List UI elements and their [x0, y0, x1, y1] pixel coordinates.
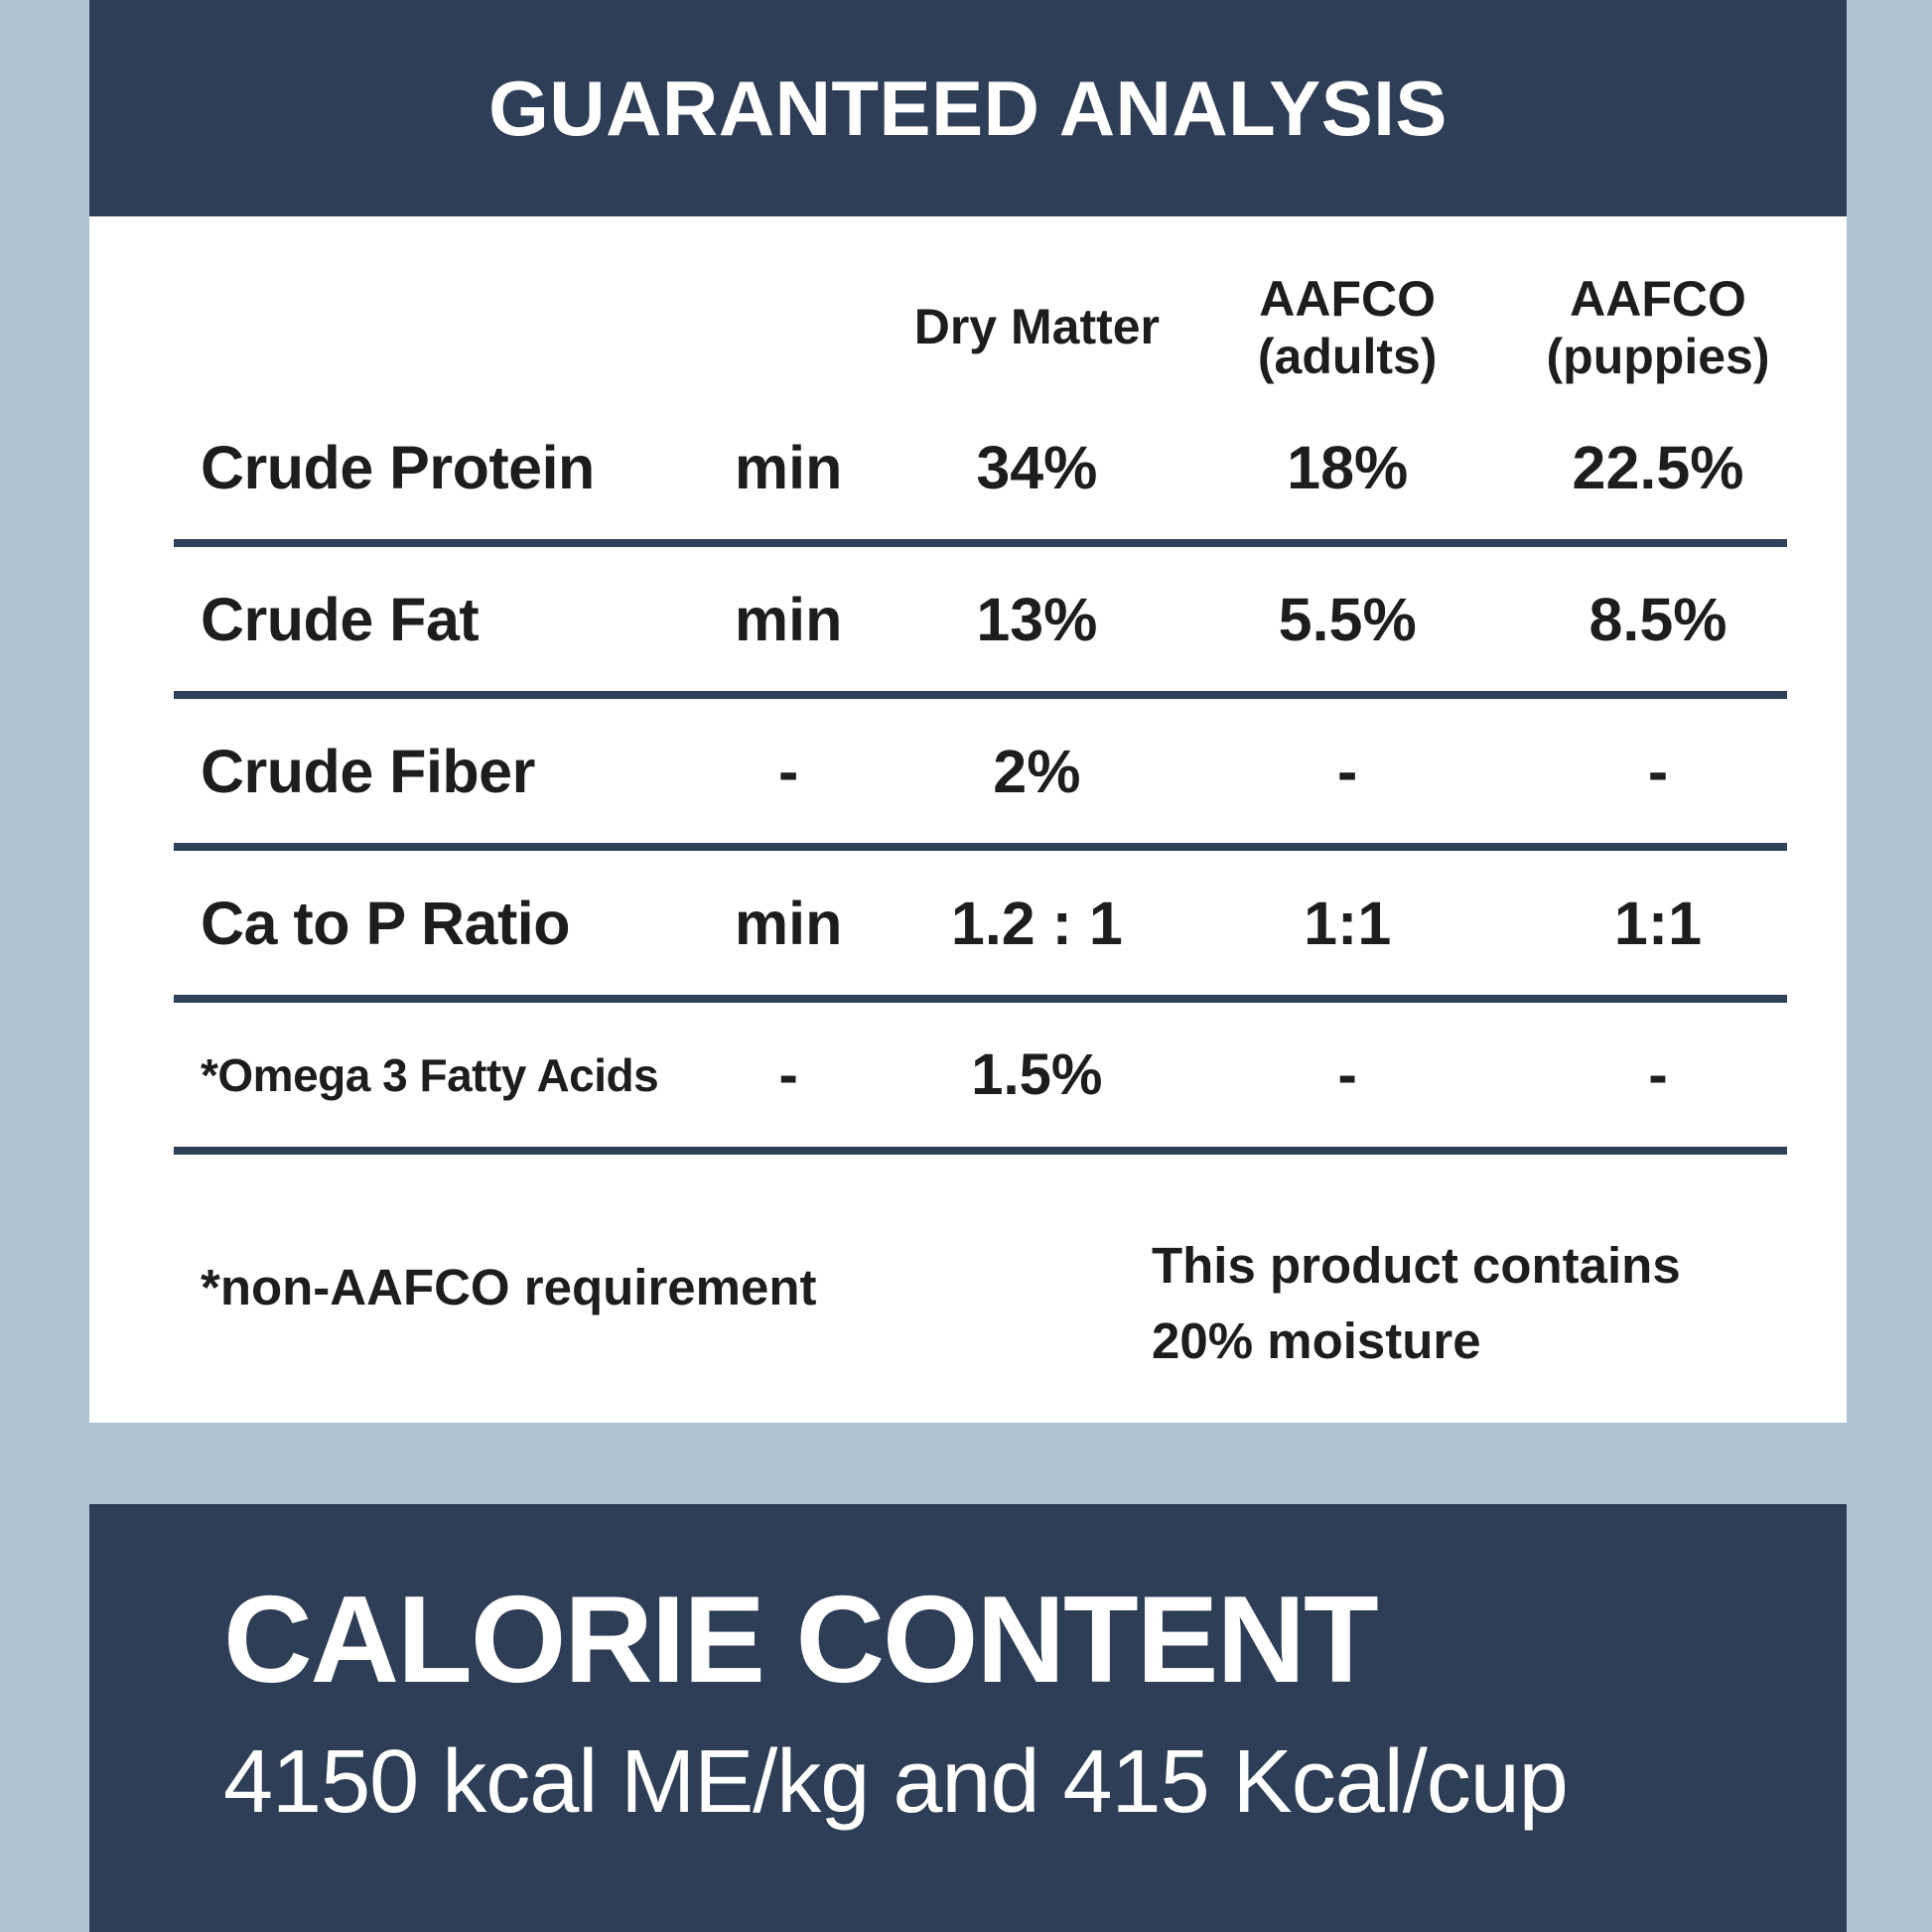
guaranteed-analysis-panel: Dry Matter AAFCO (adults) AAFCO (puppies…: [89, 216, 1847, 1423]
non-aafco-footnote: *non-AAFCO requirement: [201, 1259, 817, 1315]
row-label: *Omega 3 Fatty Acids: [201, 1048, 659, 1101]
analysis-table-header-row: Dry Matter AAFCO (adults) AAFCO (puppies…: [174, 216, 1787, 395]
value-aafco-adults: 1:1: [1304, 889, 1392, 957]
row-qualifier: min: [734, 433, 843, 501]
column-header-line: (adults): [1257, 329, 1438, 384]
analysis-table: Dry Matter AAFCO (adults) AAFCO (puppies…: [174, 216, 1787, 1423]
value-aafco-puppies: 8.5%: [1588, 585, 1727, 653]
value-dry-matter: 1.5%: [971, 1042, 1103, 1107]
guaranteed-analysis-title: GUARANTEED ANALYSIS: [488, 64, 1448, 152]
value-dry-matter: 2%: [993, 737, 1081, 805]
column-header-aafco-puppies: AAFCO (puppies): [1529, 270, 1787, 385]
table-row: Crude Fat min 13% 5.5% 8.5%: [174, 547, 1787, 699]
calorie-content-statement: 4150 kcal ME/kg and 415 Kcal/cup: [223, 1732, 1569, 1832]
guaranteed-analysis-header-bar: GUARANTEED ANALYSIS: [89, 0, 1847, 216]
moisture-note: This product contains 20% moisture: [1152, 1228, 1681, 1379]
table-row: *Omega 3 Fatty Acids - 1.5% - -: [174, 1003, 1787, 1155]
column-header-line: AAFCO: [1570, 271, 1746, 327]
moisture-note-line: This product contains: [1152, 1237, 1681, 1294]
row-qualifier: -: [777, 737, 799, 805]
value-dry-matter: 13%: [976, 585, 1098, 653]
row-qualifier: min: [734, 585, 843, 653]
value-aafco-adults: 5.5%: [1278, 585, 1417, 653]
column-header-dry-matter: Dry Matter: [913, 299, 1161, 354]
moisture-note-line: 20% moisture: [1152, 1312, 1481, 1369]
table-footnotes: *non-AAFCO requirement This product cont…: [174, 1155, 1787, 1423]
value-aafco-puppies: -: [1647, 737, 1669, 805]
column-header-aafco-adults: AAFCO (adults): [1166, 270, 1529, 385]
value-aafco-puppies: 22.5%: [1572, 433, 1744, 501]
value-aafco-puppies: -: [1648, 1042, 1668, 1107]
value-dry-matter: 34%: [976, 433, 1098, 501]
calorie-content-section: CALORIE CONTENT 4150 kcal ME/kg and 415 …: [89, 1504, 1847, 1932]
row-label: Ca to P Ratio: [201, 889, 570, 957]
calorie-content-title: CALORIE CONTENT: [223, 1572, 1379, 1709]
value-dry-matter: 1.2 : 1: [950, 889, 1123, 957]
value-aafco-adults: -: [1337, 737, 1358, 805]
column-header-line: (puppies): [1546, 329, 1770, 384]
row-qualifier: -: [778, 1042, 798, 1107]
row-label: Crude Fat: [201, 585, 480, 653]
row-label: Crude Fiber: [201, 737, 535, 805]
table-row: Crude Fiber - 2% - -: [174, 699, 1787, 851]
value-aafco-puppies: 1:1: [1613, 889, 1703, 957]
value-aafco-adults: -: [1337, 1042, 1357, 1107]
table-row: Crude Protein min 34% 18% 22.5%: [174, 395, 1787, 547]
row-label: Crude Protein: [201, 433, 595, 501]
table-row: Ca to P Ratio min 1.2 : 1 1:1 1:1: [174, 851, 1787, 1003]
row-qualifier: min: [734, 889, 843, 957]
column-header-line: AAFCO: [1259, 271, 1437, 327]
value-aafco-adults: 18%: [1287, 433, 1409, 501]
